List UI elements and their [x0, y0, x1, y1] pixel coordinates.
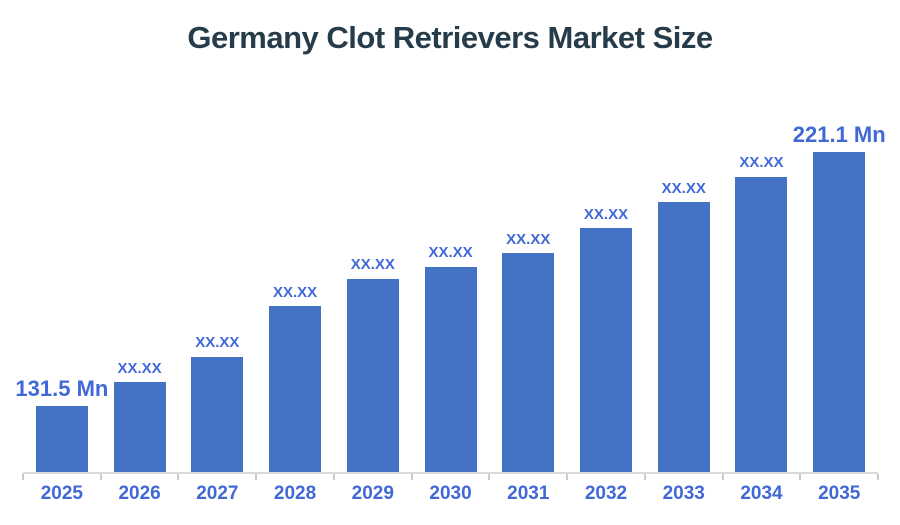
x-axis-tick: [22, 474, 24, 480]
x-axis-tick: [99, 474, 102, 480]
bar-2034: [735, 176, 788, 473]
bar-2029: [346, 278, 399, 473]
x-axis-label: 2035: [818, 483, 861, 504]
bar-2030: [424, 266, 477, 473]
bar-2027: [191, 356, 244, 473]
x-axis-tick: [566, 474, 569, 480]
bar-value-label: XX.XX: [739, 154, 784, 171]
bar-chart: 131.5 Mn XX.XX XX.XX XX.XX XX.XX XX.XX XX.XX XX…: [15, 93, 886, 473]
bar-2032: [580, 228, 632, 473]
x-axis-tick: [332, 474, 335, 480]
bar-value-label: 131.5 Mn: [15, 376, 109, 402]
bar-value-label: XX.XX: [195, 334, 240, 351]
bar-column: XX.XX: [645, 179, 723, 473]
bar-value-label: XX.XX: [661, 179, 706, 197]
x-axis-labels: 2025 2026 2027 2028 2029 2030 2031 2032 2033 2034…: [23, 483, 878, 505]
x-axis-label: 2034: [740, 483, 783, 504]
x-axis-tick: [721, 474, 724, 480]
bar-value-label: XX.XX: [428, 244, 473, 262]
bar-2031: [502, 253, 555, 473]
bar-2026: [113, 382, 166, 473]
x-axis-tick: [643, 474, 646, 480]
bar-column: XX.XX: [567, 205, 645, 473]
x-axis-label: 2026: [118, 483, 161, 504]
bar-value-label: 221.1 Mn: [792, 122, 886, 148]
x-axis-label: 2027: [196, 483, 239, 504]
x-axis-tick: [177, 474, 180, 480]
x-axis-tick: [255, 474, 258, 480]
x-axis-tick: [488, 474, 491, 480]
bar-column: XX.XX: [178, 334, 256, 473]
bar-column: 221.1 Mn: [793, 123, 886, 473]
x-axis-label: 2029: [351, 483, 394, 504]
bar-column: XX.XX: [723, 154, 801, 473]
bar-value-label: XX.XX: [506, 230, 551, 248]
bar-column: XX.XX: [412, 245, 490, 473]
x-axis-tick: [877, 474, 879, 480]
x-axis-label: 2028: [273, 483, 317, 504]
chart-title: Germany Clot Retrievers Market Size: [187, 20, 713, 55]
x-axis-label: 2025: [40, 483, 83, 504]
bar-value-label: XX.XX: [583, 205, 629, 223]
bar-value-label: XX.XX: [272, 283, 318, 301]
bar-column: XX.XX: [489, 230, 567, 473]
bar-2028: [269, 306, 322, 473]
x-axis: [22, 472, 879, 480]
x-axis-tick: [410, 474, 413, 480]
bar-column: 131.5 Mn: [15, 377, 108, 473]
bar-value-label: XX.XX: [350, 256, 395, 274]
x-axis-tick: [799, 474, 802, 480]
bar-2035: [813, 152, 866, 473]
bar-2033: [657, 202, 710, 473]
bar-column: XX.XX: [256, 283, 334, 473]
bar-2025: [35, 406, 88, 473]
bar-value-label: XX.XX: [117, 359, 162, 377]
x-axis-label: 2031: [507, 483, 550, 504]
x-axis-label: 2032: [584, 483, 628, 504]
x-axis-label: 2033: [662, 483, 705, 504]
bar-column: XX.XX: [334, 257, 412, 473]
x-axis-label: 2030: [429, 483, 472, 504]
bar-column: XX.XX: [101, 359, 179, 473]
